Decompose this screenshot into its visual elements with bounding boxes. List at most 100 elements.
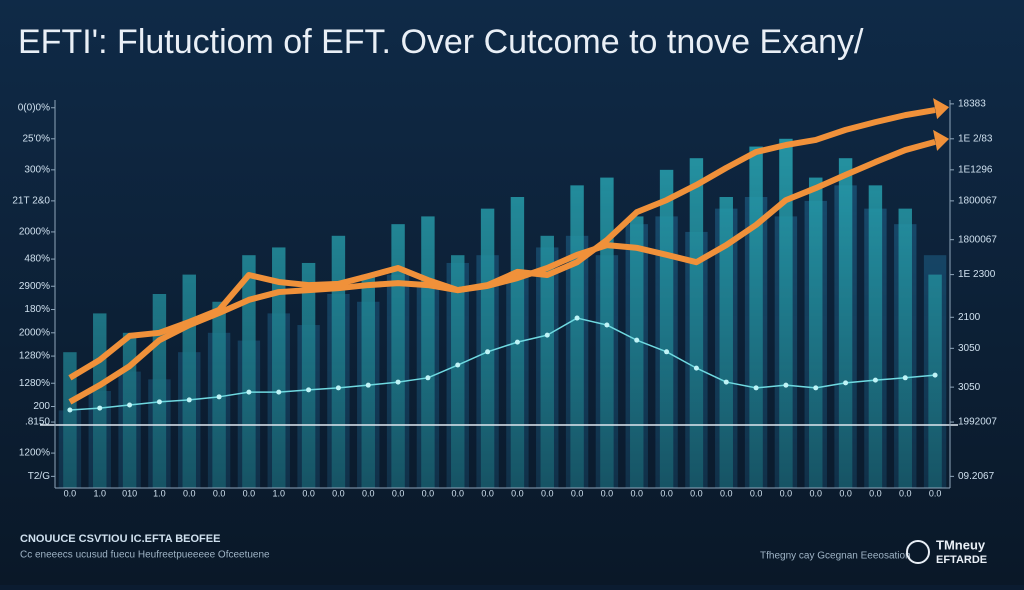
point (246, 389, 252, 395)
point (843, 380, 849, 386)
x-tick-label: 0.0 (422, 488, 435, 498)
y2-tick-label: 18383 (958, 99, 986, 110)
point (306, 387, 312, 393)
x-tick-label: 1.0 (272, 488, 285, 498)
bar (838, 158, 853, 488)
point (425, 375, 431, 381)
point (97, 405, 103, 411)
x-tick-label: 0.0 (690, 488, 703, 498)
y-tick-label: 0(0)0% (18, 102, 50, 113)
x-tick-label: 0.0 (720, 488, 733, 498)
arrow-head (933, 129, 950, 151)
point (932, 372, 938, 378)
bar (301, 262, 316, 488)
y2-tick-label: 1E 2300 (958, 269, 996, 280)
y-tick-label: 21T 2&0 (12, 196, 50, 207)
point (783, 382, 789, 388)
x-tick-label: 0.0 (392, 488, 405, 498)
y-tick-label: 25'0% (23, 133, 51, 144)
bar (122, 332, 137, 488)
x-tick-label: 0.0 (929, 488, 942, 498)
y-tick-label: 1200% (19, 448, 50, 459)
bar (152, 294, 167, 488)
y2-tick-label: 09.2067 (958, 471, 995, 482)
point (67, 407, 73, 413)
y2-tick-label: 3050 (958, 382, 981, 393)
logo-top: TMneuy (936, 537, 986, 552)
point (723, 379, 729, 385)
bar (361, 274, 375, 488)
bar (749, 146, 763, 488)
point (365, 382, 371, 388)
x-tick-label: 010 (122, 488, 137, 498)
y-tick-label: 300% (24, 164, 50, 175)
x-tick-label: 0.0 (362, 488, 375, 498)
point (216, 394, 222, 400)
point (455, 362, 461, 368)
bar (719, 197, 733, 488)
footer-text: Cc eneeecs ucusud fuecu Heufreetpueeeee … (20, 550, 270, 561)
bar (391, 224, 405, 488)
bar (331, 235, 346, 488)
point (544, 332, 550, 338)
y2-tick-label: 1800067 (958, 234, 997, 245)
x-tick-label: 0.0 (660, 488, 673, 498)
y2-tick-label: 1E1296 (958, 164, 993, 175)
x-tick-label: 1.0 (153, 488, 166, 498)
point (485, 349, 491, 355)
arrow-head (933, 98, 950, 120)
point (902, 375, 908, 381)
bar (600, 177, 614, 488)
point (872, 377, 878, 383)
bar (182, 274, 196, 488)
x-tick-label: 0.0 (630, 488, 643, 498)
bar (63, 352, 77, 488)
bar (570, 185, 584, 489)
x-tick-label: 0.0 (541, 488, 554, 498)
point (127, 402, 133, 408)
point (753, 385, 759, 391)
logo-bottom: EFTARDE (936, 554, 987, 566)
point (395, 379, 401, 385)
y2-tick-label: 1800067 (958, 196, 997, 207)
line (68, 107, 936, 381)
y-tick-label: 1280% (19, 351, 50, 362)
x-tick-label: 0.0 (451, 488, 464, 498)
x-tick-label: 0.0 (511, 488, 524, 498)
bar (480, 208, 495, 488)
y2-tick-label: 1E 2/83 (958, 133, 993, 144)
x-tick-label: 0.0 (64, 488, 77, 498)
bar (868, 185, 883, 489)
chart-title: EFTI': Flutuctiom of EFT. Over Cutcome t… (18, 23, 864, 61)
bar (630, 216, 644, 488)
y-tick-label: .8150 (25, 417, 50, 428)
point (664, 349, 670, 355)
y-tick-label: 2000% (19, 227, 50, 238)
x-tick-label: 0.0 (332, 488, 345, 498)
bar (779, 138, 793, 489)
y-tick-label: 1280% (19, 378, 50, 389)
footer-title: CNOUUCE CSVTIOU IC.EFTA BEOFEE (20, 533, 220, 545)
point (186, 397, 192, 403)
y-tick-label: 480% (24, 254, 50, 265)
point (574, 315, 580, 321)
x-tick-label: 0.0 (481, 488, 494, 498)
point (693, 365, 699, 371)
bar (93, 313, 107, 488)
y-tick-label: 180% (24, 304, 50, 315)
bar (272, 247, 286, 488)
y2-tick-label: 2100 (958, 312, 981, 323)
x-tick-label: 0.0 (213, 488, 226, 498)
y-tick-label: 2900% (19, 281, 50, 292)
y-tick-label: T2/G (28, 471, 50, 482)
x-tick-label: 0.0 (839, 488, 852, 498)
x-tick-label: 0.0 (869, 488, 882, 498)
point (276, 389, 282, 395)
point (335, 385, 341, 391)
point (813, 385, 819, 391)
bar (809, 177, 823, 488)
x-tick-label: 1.0 (93, 488, 106, 498)
x-tick-label: 0.0 (750, 488, 763, 498)
